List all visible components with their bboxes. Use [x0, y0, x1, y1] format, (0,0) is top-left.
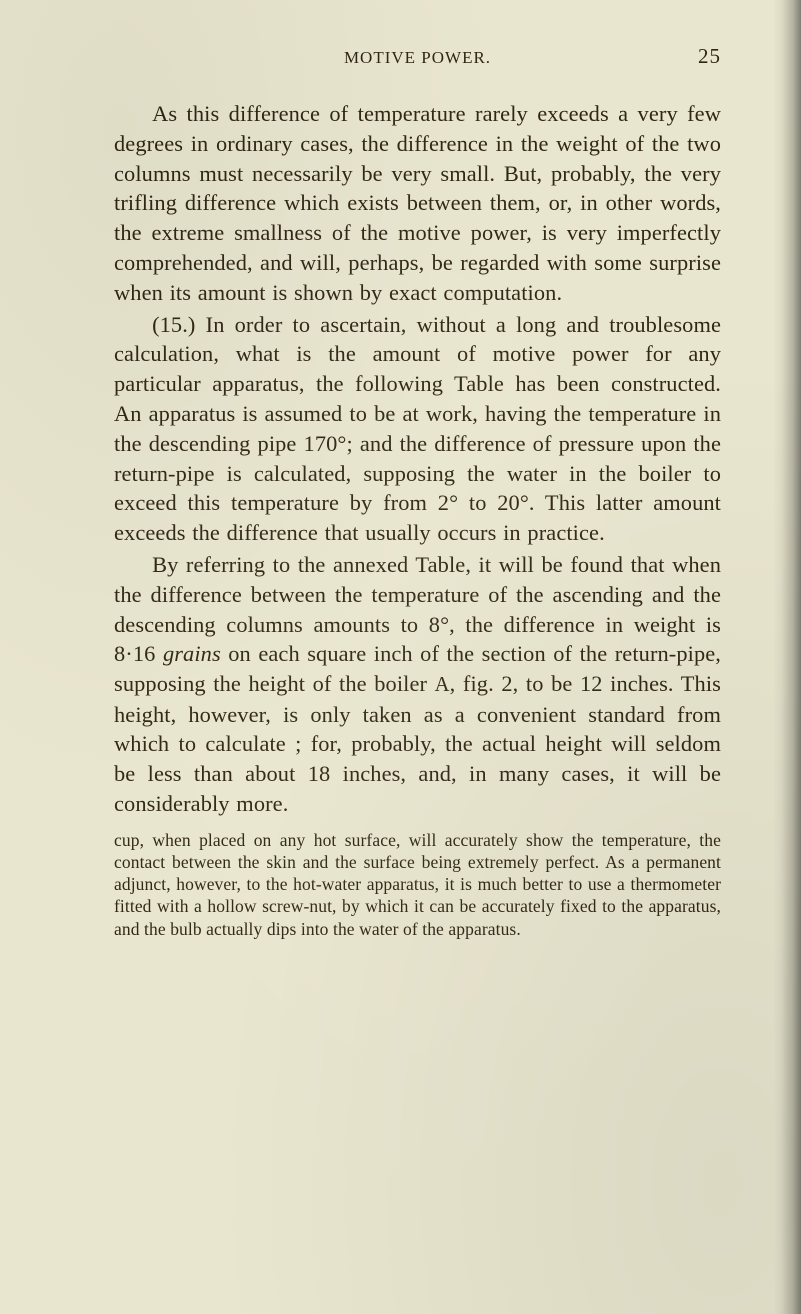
header-row: MOTIVE POWER. 25 [114, 44, 721, 69]
spine-shadow [773, 0, 801, 1314]
footnote: cup, when placed on any hot surface, wil… [114, 829, 721, 940]
running-head: MOTIVE POWER. [154, 48, 681, 68]
paragraph-3: By referring to the annexed Table, it wi… [114, 550, 721, 819]
page-number: 25 [681, 44, 721, 69]
p3-smallcap-a: A [435, 674, 450, 696]
page: MOTIVE POWER. 25 As this difference of t… [0, 0, 801, 1314]
body-text: As this difference of temperature rarely… [114, 99, 721, 819]
paragraph-2: (15.) In order to ascertain, without a l… [114, 310, 721, 548]
footnote-text: cup, when placed on any hot surface, wil… [114, 829, 721, 940]
paragraph-1: As this difference of temperature rarely… [114, 99, 721, 308]
p3-italic-grains: grains [163, 641, 221, 666]
